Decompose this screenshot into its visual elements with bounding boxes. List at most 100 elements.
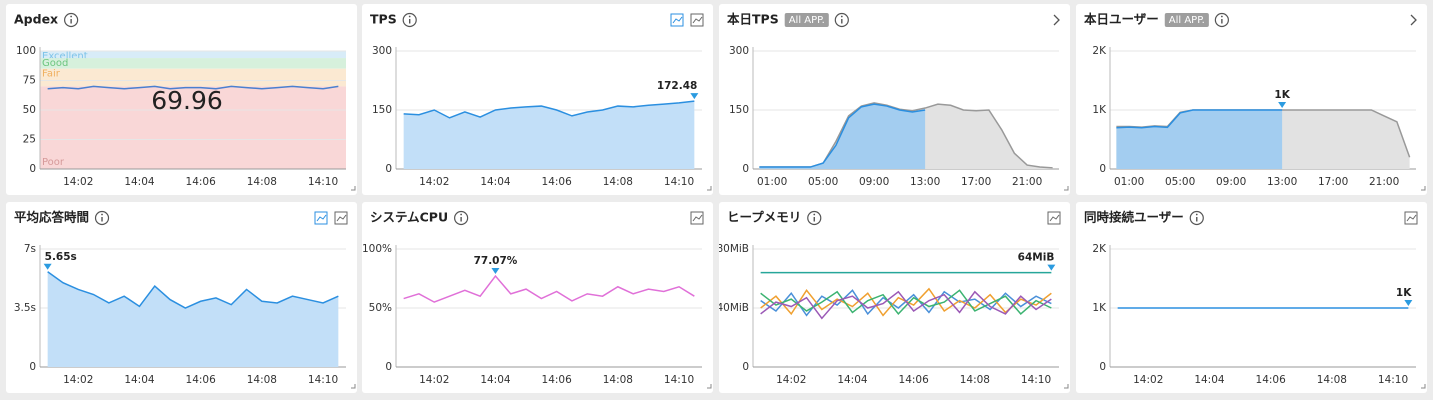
- line-toggle-glyph: [316, 214, 327, 222]
- y-tick-label: 75: [23, 75, 36, 87]
- x-tick-label: 05:00: [1165, 176, 1195, 188]
- area-toggle-glyph: [692, 214, 703, 222]
- resize-handle: [351, 186, 356, 191]
- chart: 平均応答時間 0 3.5s 7s 14:02 14:04 14:06 14:08 14:10 5.…: [14, 210, 356, 389]
- y-tick-label: 1K: [1092, 302, 1107, 314]
- line-toggle[interactable]: [314, 211, 328, 225]
- peak-label: 1K: [1396, 287, 1412, 299]
- x-tick-label: 14:02: [419, 176, 449, 188]
- band-label: Good: [42, 58, 68, 69]
- y-tick-label: 3.5s: [14, 302, 36, 314]
- area-toggle-glyph: [336, 214, 347, 222]
- panel-title: 本日TPS: [727, 12, 779, 27]
- x-tick-label: 14:04: [124, 176, 155, 188]
- info-icon-dot: [70, 15, 73, 18]
- info-icon[interactable]: [1214, 12, 1229, 28]
- peak-label: 64MiB: [1018, 252, 1055, 264]
- info-icon-dot: [408, 15, 411, 18]
- line-toggle-glyph: [672, 16, 683, 24]
- peak-marker: [690, 93, 699, 100]
- area-toggle-glyph: [1406, 214, 1417, 222]
- x-tick-label: 09:00: [859, 176, 889, 188]
- y-tick-label: 150: [372, 104, 392, 116]
- resize-handle: [1064, 384, 1069, 389]
- x-tick-label: 14:02: [1133, 374, 1163, 386]
- info-icon[interactable]: [1189, 210, 1204, 226]
- x-tick-label: 01:00: [1114, 176, 1144, 188]
- x-tick-label: 14:06: [186, 176, 217, 188]
- info-icon-dot: [460, 213, 463, 216]
- info-icon[interactable]: [834, 12, 849, 28]
- x-tick-label: 14:06: [1256, 374, 1287, 386]
- y-tick-label: 50: [23, 104, 36, 116]
- x-tick-label: 05:00: [808, 176, 838, 188]
- area-toggle[interactable]: [334, 211, 348, 225]
- info-icon-dot: [1220, 15, 1223, 18]
- peak-marker: [1404, 300, 1413, 306]
- x-tick-label: 14:10: [308, 374, 338, 386]
- resize-handle: [1421, 384, 1426, 389]
- series-line: [759, 103, 926, 168]
- info-icon-dot: [840, 15, 843, 18]
- panel: TPS 0 150 300 14:02 14:04 14:06 14:08 14:10 172.4…: [362, 4, 713, 195]
- area-toggle[interactable]: [690, 13, 704, 27]
- area-toggle[interactable]: [1047, 211, 1061, 225]
- panel-title: 平均応答時間: [14, 210, 89, 225]
- y-tick-label: 0: [29, 361, 36, 373]
- y-tick-label: 300: [729, 45, 749, 57]
- x-tick-label: 14:04: [837, 374, 868, 386]
- y-tick-label: 0: [385, 163, 392, 175]
- panel: 同時接続ユーザー 0 1K 2K 14:02 14:04 14:06 14:08 14:10 1K: [1076, 202, 1427, 393]
- x-tick-label: 14:04: [480, 176, 511, 188]
- chart: システムCPU 0 50% 100% 14:02 14:04 14:06 14:08 14:10…: [362, 210, 712, 389]
- x-tick-label: 21:00: [1369, 176, 1399, 188]
- expand-icon[interactable]: [1053, 14, 1060, 26]
- band-label: Fair: [42, 69, 61, 80]
- info-icon[interactable]: [807, 210, 822, 226]
- panel-title: TPS: [370, 12, 397, 27]
- chart: ヒープメモリ 0 40MiB 80MiB 14:02 14:04 14:06 14:08 14:…: [719, 210, 1069, 389]
- info-icon-dot: [1195, 213, 1198, 216]
- y-tick-label: 100%: [362, 243, 392, 255]
- area-toggle[interactable]: [690, 211, 704, 225]
- panel: Apdex Excellent Good Fair Poor 0 25 50 75 100 14:0…: [6, 4, 357, 195]
- x-tick-label: 14:08: [960, 374, 990, 386]
- info-icon[interactable]: [454, 210, 469, 226]
- info-icon[interactable]: [94, 210, 110, 226]
- band-label: Poor: [42, 157, 65, 168]
- peak-label: 5.65s: [45, 251, 77, 263]
- info-icon[interactable]: [402, 12, 417, 28]
- y-tick-label: 0: [385, 361, 392, 373]
- info-icon-dot: [813, 213, 816, 216]
- apdex-band: [40, 68, 346, 87]
- line-toggle[interactable]: [670, 13, 684, 27]
- resize-handle: [707, 186, 712, 191]
- apdex-band: [40, 86, 346, 169]
- x-tick-label: 14:06: [542, 176, 573, 188]
- series-area: [403, 101, 695, 169]
- expand-icon[interactable]: [1410, 14, 1417, 26]
- chart: 同時接続ユーザー 0 1K 2K 14:02 14:04 14:06 14:08 14:10 1K: [1084, 210, 1426, 389]
- y-tick-label: 50%: [369, 302, 392, 314]
- x-tick-label: 14:10: [664, 176, 694, 188]
- panel-title: 同時接続ユーザー: [1084, 210, 1184, 225]
- x-tick-label: 14:02: [63, 176, 93, 188]
- series-line: [1116, 109, 1283, 129]
- x-tick-label: 14:10: [308, 176, 338, 188]
- panel: 平均応答時間 0 3.5s 7s 14:02 14:04 14:06 14:08 14:10 5.…: [6, 202, 357, 393]
- current-value: 69.96: [151, 86, 223, 115]
- x-tick-label: 14:08: [247, 374, 277, 386]
- badge: [1164, 13, 1209, 27]
- y-tick-label: 0: [29, 163, 36, 175]
- x-tick-label: 14:10: [1021, 374, 1051, 386]
- info-icon[interactable]: [64, 12, 79, 28]
- series-line: [403, 100, 695, 119]
- x-tick-label: 14:04: [124, 374, 155, 386]
- y-tick-label: 25: [23, 134, 36, 146]
- x-tick-label: 14:08: [603, 176, 633, 188]
- panel-title: 本日ユーザー: [1084, 12, 1159, 27]
- area-toggle[interactable]: [1404, 211, 1418, 225]
- x-tick-label: 21:00: [1012, 176, 1042, 188]
- resize-handle: [707, 384, 712, 389]
